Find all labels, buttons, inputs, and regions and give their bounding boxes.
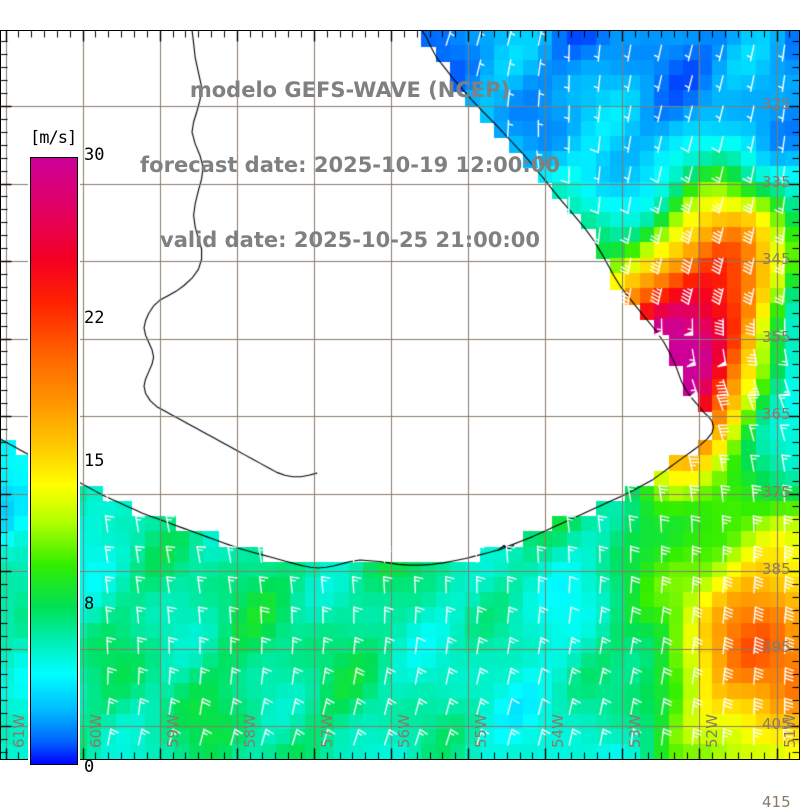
map-plot-area[interactable] — [0, 30, 800, 760]
wind-barbs-layer — [0, 30, 800, 760]
y-axis-label-415: 415 — [762, 792, 791, 811]
colorbar-tick-0: 0 — [84, 757, 95, 777]
colorbar[interactable] — [28, 155, 80, 767]
colorbar-tick-15: 15 — [84, 451, 105, 471]
colorbar-tick-22: 22 — [84, 308, 105, 329]
colorbar-tick-8: 8 — [84, 593, 95, 614]
colorbar-tick-30: 30 — [84, 145, 105, 165]
colorbar-unit-label: [m/s] — [30, 128, 77, 148]
colorbar-gradient — [28, 155, 80, 767]
